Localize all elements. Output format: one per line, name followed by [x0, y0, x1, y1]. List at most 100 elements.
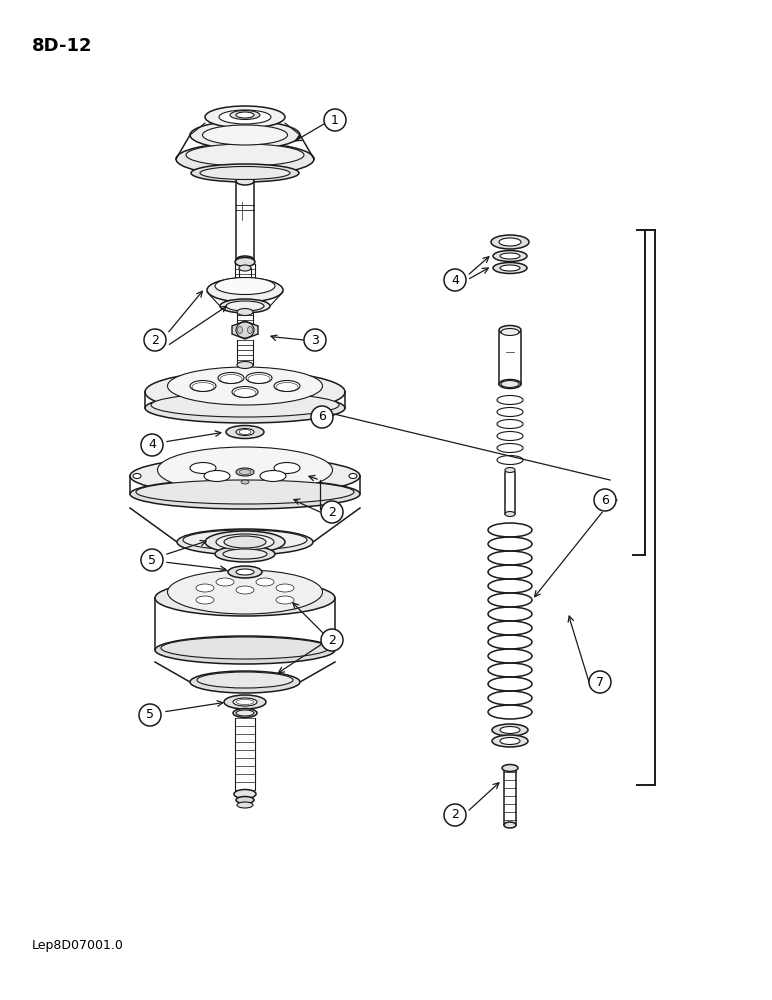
Ellipse shape [155, 636, 335, 664]
Ellipse shape [237, 361, 253, 368]
Text: 3: 3 [311, 334, 319, 347]
Circle shape [141, 434, 163, 456]
Ellipse shape [504, 822, 516, 828]
Ellipse shape [145, 371, 345, 413]
Ellipse shape [276, 584, 294, 592]
Ellipse shape [246, 372, 272, 383]
Ellipse shape [236, 569, 254, 575]
Ellipse shape [234, 790, 256, 798]
Ellipse shape [220, 299, 270, 313]
Ellipse shape [204, 471, 230, 482]
Text: 6: 6 [601, 493, 609, 506]
Polygon shape [232, 321, 258, 339]
Text: 4: 4 [451, 273, 459, 286]
Ellipse shape [501, 380, 519, 387]
Circle shape [141, 549, 163, 571]
Ellipse shape [236, 468, 254, 476]
Text: 4: 4 [148, 438, 156, 452]
Ellipse shape [223, 549, 267, 559]
Text: 6: 6 [318, 410, 326, 424]
Ellipse shape [505, 512, 515, 516]
Ellipse shape [237, 308, 253, 316]
Ellipse shape [197, 672, 293, 688]
Text: Lep8D07001.0: Lep8D07001.0 [32, 939, 124, 952]
Ellipse shape [274, 380, 300, 391]
Ellipse shape [493, 250, 527, 261]
Text: 1: 1 [331, 113, 339, 126]
Ellipse shape [493, 262, 527, 273]
Text: 7: 7 [596, 676, 604, 688]
Ellipse shape [130, 479, 360, 509]
Circle shape [594, 489, 616, 511]
Ellipse shape [500, 726, 520, 734]
Circle shape [311, 406, 333, 428]
Ellipse shape [238, 326, 242, 334]
Ellipse shape [207, 278, 283, 302]
Ellipse shape [501, 328, 519, 336]
Ellipse shape [236, 710, 254, 716]
Circle shape [321, 501, 343, 523]
Ellipse shape [239, 265, 251, 271]
Text: 2: 2 [328, 506, 336, 518]
Ellipse shape [228, 566, 262, 578]
Text: 2: 2 [151, 334, 159, 347]
Ellipse shape [219, 110, 271, 124]
Ellipse shape [499, 379, 521, 388]
Ellipse shape [233, 708, 257, 718]
Ellipse shape [502, 764, 518, 772]
Circle shape [444, 269, 466, 291]
Ellipse shape [236, 177, 254, 185]
Ellipse shape [130, 457, 360, 495]
Ellipse shape [145, 393, 345, 423]
Ellipse shape [151, 393, 339, 417]
Circle shape [144, 329, 166, 351]
Ellipse shape [200, 166, 290, 180]
Ellipse shape [491, 235, 529, 249]
Ellipse shape [230, 110, 260, 119]
Ellipse shape [224, 695, 266, 709]
Ellipse shape [256, 578, 274, 586]
Ellipse shape [226, 426, 264, 438]
Ellipse shape [232, 386, 258, 397]
Ellipse shape [500, 738, 520, 744]
Text: 2: 2 [328, 634, 336, 647]
Ellipse shape [235, 284, 255, 292]
Ellipse shape [177, 529, 313, 555]
Ellipse shape [499, 238, 521, 246]
Ellipse shape [191, 164, 299, 182]
Ellipse shape [196, 584, 214, 592]
Ellipse shape [233, 698, 257, 706]
Ellipse shape [196, 596, 214, 604]
Ellipse shape [505, 468, 515, 473]
Circle shape [444, 804, 466, 826]
Ellipse shape [215, 546, 275, 562]
Ellipse shape [202, 125, 287, 145]
Ellipse shape [349, 474, 357, 479]
Ellipse shape [218, 372, 244, 383]
Ellipse shape [236, 796, 254, 804]
Ellipse shape [492, 724, 528, 736]
Ellipse shape [161, 637, 329, 659]
Ellipse shape [190, 671, 300, 693]
Ellipse shape [205, 531, 285, 553]
Ellipse shape [176, 143, 314, 175]
Ellipse shape [226, 301, 264, 311]
Ellipse shape [236, 112, 254, 118]
Ellipse shape [183, 530, 307, 550]
Ellipse shape [155, 580, 335, 616]
Ellipse shape [168, 367, 323, 405]
Circle shape [589, 671, 611, 693]
Text: 5: 5 [146, 708, 154, 722]
Ellipse shape [190, 121, 300, 149]
Ellipse shape [260, 471, 286, 482]
Ellipse shape [236, 586, 254, 594]
Ellipse shape [500, 265, 520, 271]
Text: 5: 5 [148, 554, 156, 566]
Ellipse shape [190, 462, 216, 474]
Ellipse shape [492, 735, 528, 747]
Ellipse shape [216, 578, 234, 586]
Ellipse shape [224, 536, 266, 548]
Ellipse shape [236, 256, 254, 264]
Circle shape [304, 329, 326, 351]
Ellipse shape [237, 802, 253, 808]
